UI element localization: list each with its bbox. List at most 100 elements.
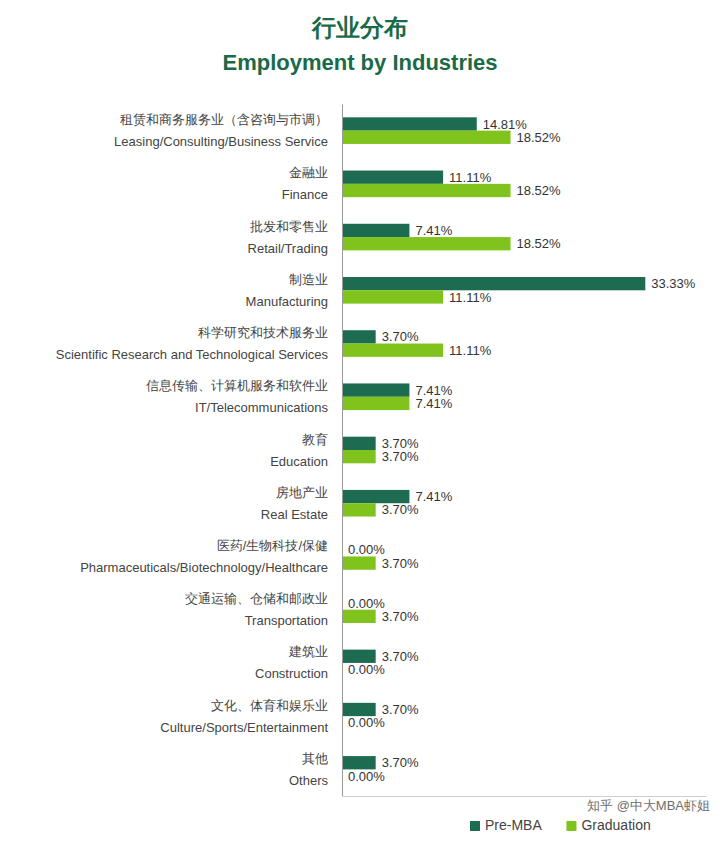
data-label: 3.70% bbox=[382, 609, 419, 624]
data-label: 3.70% bbox=[382, 329, 419, 344]
bar bbox=[342, 277, 645, 290]
tick-label-line: 医药/生物科技/保健 bbox=[217, 538, 328, 553]
bar bbox=[342, 383, 409, 396]
legend: Pre-MBA Graduation bbox=[470, 817, 651, 833]
tick-label-line: IT/Telecommunications bbox=[195, 400, 328, 415]
data-label: 3.70% bbox=[382, 649, 419, 664]
tick-label-line: 其他 bbox=[302, 751, 328, 766]
data-label: 3.70% bbox=[382, 702, 419, 717]
bar bbox=[342, 703, 376, 716]
tick-label-line: Culture/Sports/Entertainment bbox=[160, 720, 328, 735]
data-label: 11.11% bbox=[449, 170, 492, 185]
bar bbox=[342, 490, 409, 503]
tick-label-line: 房地产业 bbox=[276, 485, 328, 500]
tick-label: 交通运输、仓储和邮政业 Transportation bbox=[185, 591, 328, 628]
legend-swatch bbox=[470, 821, 480, 831]
tick: 租赁和商务服务业（含咨询与市调） Leasing/Consulting/Busin… bbox=[114, 112, 342, 149]
legend-label: Pre-MBA bbox=[485, 817, 542, 833]
tick-label-line: 交通运输、仓储和邮政业 bbox=[185, 591, 328, 606]
data-labels: 14.81%11.11%7.41%33.33%3.70%7.41%3.70%7.… bbox=[348, 117, 696, 784]
bar bbox=[342, 556, 376, 569]
data-label: 18.52% bbox=[517, 183, 562, 198]
tick: 建筑业 Construction bbox=[255, 644, 342, 681]
data-label: 11.11% bbox=[449, 343, 492, 358]
tick-label-line: 批发和零售业 bbox=[250, 219, 328, 234]
tick-label: 医药/生物科技/保健 Pharmaceuticals/Biotechnology/… bbox=[80, 538, 328, 575]
bar bbox=[342, 117, 477, 130]
tick: 科学研究和技术服务业Scientific Research and Techno… bbox=[56, 325, 342, 362]
data-label: 11.11% bbox=[449, 290, 492, 305]
tick-label-line: 教育 bbox=[302, 432, 328, 447]
tick-label-line: Manufacturing bbox=[246, 294, 328, 309]
tick: 房地产业 Real Estate bbox=[261, 485, 342, 522]
bar bbox=[342, 171, 443, 184]
data-label: 0.00% bbox=[348, 596, 385, 611]
data-label: 3.70% bbox=[382, 449, 419, 464]
data-label: 7.41% bbox=[415, 489, 452, 504]
bar bbox=[342, 237, 511, 250]
tick-label-line: Real Estate bbox=[261, 507, 328, 522]
axis-line bbox=[343, 796, 707, 797]
tick: 信息传输、计算机服务和软件业IT/Telecommunications bbox=[146, 378, 342, 415]
tick-label: 房地产业 Real Estate bbox=[261, 485, 328, 522]
tick-label: 文化、体育和娱乐业 Culture/Sports/Entertainment bbox=[160, 698, 328, 735]
legend-label: Graduation bbox=[581, 817, 650, 833]
bar-series bbox=[342, 131, 511, 623]
tick-label-line: 文化、体育和娱乐业 bbox=[211, 698, 328, 713]
data-label: 33.33% bbox=[651, 276, 696, 291]
data-label: 0.00% bbox=[348, 769, 385, 784]
chart: 行业分布Employment by Industries14.81%11.11%… bbox=[0, 0, 720, 842]
tick: 交通运输、仓储和邮政业 Transportation bbox=[185, 591, 342, 628]
data-label: 18.52% bbox=[517, 236, 562, 251]
tick: 医药/生物科技/保健 Pharmaceuticals/Biotechnology/… bbox=[80, 538, 342, 575]
annotation: 知乎 @中大MBA虾姐 bbox=[587, 798, 710, 813]
tick: 金融业Finance bbox=[282, 165, 342, 202]
tick-label-line: Leasing/Consulting/Business Service bbox=[114, 134, 328, 149]
title: 行业分布 bbox=[311, 14, 408, 41]
tick-label-line: Finance bbox=[282, 187, 328, 202]
bar bbox=[342, 756, 376, 769]
bar bbox=[342, 184, 511, 197]
tick-label-line: Construction bbox=[255, 666, 328, 681]
tick-label-line: 租赁和商务服务业（含咨询与市调） bbox=[120, 112, 328, 127]
tick-label-line: Pharmaceuticals/Biotechnology/Healthcare bbox=[80, 560, 328, 575]
bar bbox=[342, 397, 409, 410]
data-label: 3.70% bbox=[382, 556, 419, 571]
tick-label-line: Education bbox=[270, 454, 328, 469]
tick-label: 金融业Finance bbox=[282, 165, 328, 202]
tick-label-line: Scientific Research and Technological Se… bbox=[56, 347, 329, 362]
bar bbox=[342, 344, 443, 357]
bar bbox=[342, 131, 511, 144]
data-label: 3.70% bbox=[382, 502, 419, 517]
data-label: 0.00% bbox=[348, 662, 385, 677]
tick-label-line: 制造业 bbox=[289, 272, 328, 287]
y-axis: 租赁和商务服务业（含咨询与市调） Leasing/Consulting/Busin… bbox=[56, 105, 343, 797]
tick: 其他 Others bbox=[289, 751, 342, 788]
bar bbox=[342, 290, 443, 303]
tick: 教育 Education bbox=[270, 432, 342, 469]
data-label: 0.00% bbox=[348, 715, 385, 730]
bars bbox=[342, 117, 645, 769]
bar bbox=[342, 503, 376, 516]
tick-label: 制造业 Manufacturing bbox=[246, 272, 328, 309]
tick-label: 其他 Others bbox=[289, 751, 329, 788]
tick-label-line: Retail/Trading bbox=[248, 241, 328, 256]
tick-label: 科学研究和技术服务业Scientific Research and Techno… bbox=[56, 325, 329, 362]
tick-label: 建筑业 Construction bbox=[255, 644, 328, 681]
data-label: 3.70% bbox=[382, 755, 419, 770]
bar-series bbox=[342, 117, 645, 769]
bar bbox=[342, 610, 376, 623]
bar bbox=[342, 437, 376, 450]
data-label: 18.52% bbox=[517, 130, 562, 145]
tick-label-line: Others bbox=[289, 773, 329, 788]
tick-label: 批发和零售业 Retail/Trading bbox=[248, 219, 328, 256]
tick-label-line: Transportation bbox=[245, 613, 328, 628]
data-label: 0.00% bbox=[348, 542, 385, 557]
tick-label-line: 建筑业 bbox=[288, 644, 328, 659]
tick-label: 信息传输、计算机服务和软件业IT/Telecommunications bbox=[146, 378, 328, 415]
legend-item: Graduation bbox=[566, 817, 650, 833]
axis-line bbox=[342, 105, 343, 797]
subtitle: Employment by Industries bbox=[222, 50, 497, 75]
x-axis bbox=[343, 796, 707, 797]
bar bbox=[342, 650, 376, 663]
